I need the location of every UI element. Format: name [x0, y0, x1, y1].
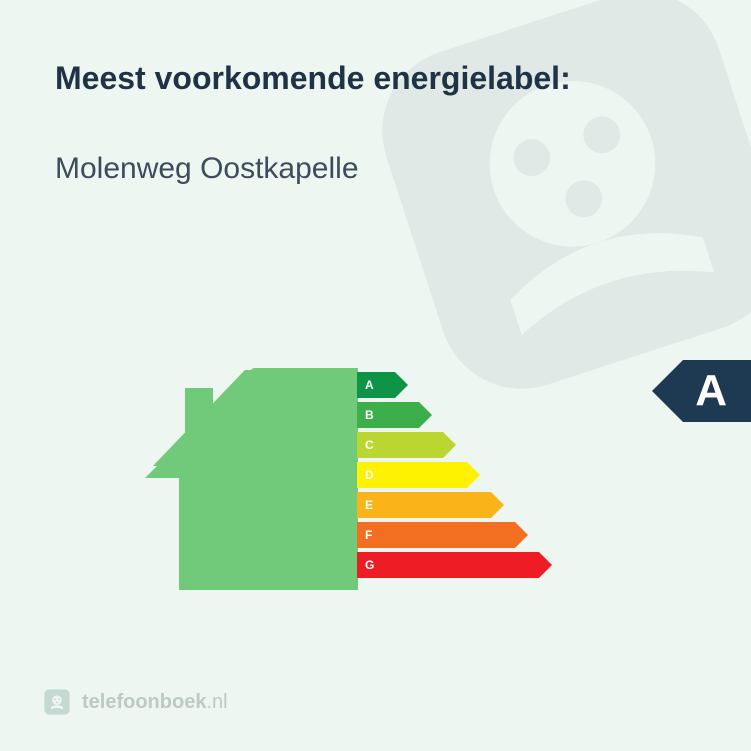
page-subtitle: Molenweg Oostkapelle — [55, 152, 696, 186]
brand-name-light: .nl — [206, 691, 227, 713]
page-title: Meest voorkomende energielabel: — [55, 60, 696, 97]
energy-bar-label: E — [365, 498, 373, 512]
footer-text: telefoonboek.nl — [82, 691, 228, 714]
energy-bar-g: G — [357, 552, 552, 578]
energy-bar-label: A — [365, 378, 374, 392]
energy-bar-label: G — [365, 558, 374, 572]
energy-bar-b: B — [357, 402, 552, 428]
brand-name-bold: telefoonboek — [82, 691, 206, 713]
energy-bar-f: F — [357, 522, 552, 548]
energy-bar-c: C — [357, 432, 552, 458]
energy-bar-d: D — [357, 462, 552, 488]
energy-bar-label: B — [365, 408, 374, 422]
energy-bars: A B C D E F G — [357, 372, 552, 582]
content-area: Meest voorkomende energielabel: Molenweg… — [0, 0, 751, 186]
footer-brand: telefoonboek.nl — [42, 687, 228, 717]
energy-label-chart: A B C D E F G A — [0, 340, 751, 620]
energy-bar-label: C — [365, 438, 374, 452]
energy-bar-label: F — [365, 528, 372, 542]
energy-bar-e: E — [357, 492, 552, 518]
energy-bar-a: A — [357, 372, 552, 398]
house-shape — [145, 368, 358, 590]
selected-label-letter: A — [695, 366, 727, 416]
phone-book-icon — [42, 687, 72, 717]
energy-bar-label: D — [365, 468, 374, 482]
selected-energy-label: A — [652, 360, 751, 422]
